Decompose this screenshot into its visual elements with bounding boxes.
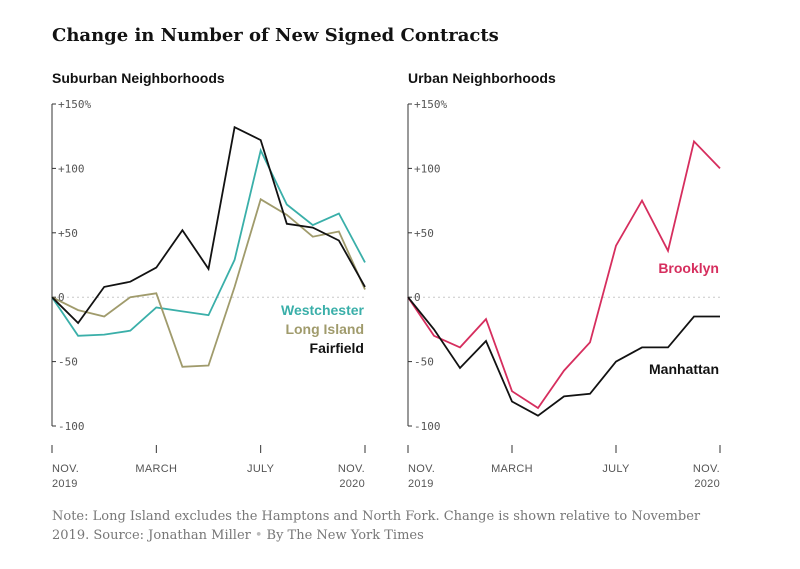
series-line-manhattan [407, 296, 720, 417]
x-tick-label: NOV. [408, 463, 435, 475]
series-label-long-island: Long Island [285, 321, 364, 337]
x-tick-label: MARCH [491, 463, 533, 475]
note-text: Note: Long Island excludes the Hamptons … [52, 509, 701, 543]
x-tick-sublabel: 2020 [339, 478, 365, 490]
y-tick-label: +100 [414, 162, 441, 175]
series-line-brooklyn [407, 139, 721, 410]
source-note: Note: Long Island excludes the Hamptons … [52, 507, 732, 545]
panel-title: Suburban Neighborhoods [52, 70, 225, 86]
x-tick-label: NOV. [52, 463, 79, 475]
y-tick-label: +50 [58, 227, 78, 240]
chart-area: Suburban Neighborhoods +150% +100 +50 0 -50 -1… [51, 70, 721, 490]
panel-suburban: Suburban Neighborhoods +150% +100 +50 0 -50 -1… [51, 70, 366, 490]
y-tick-label: -50 [58, 356, 78, 369]
series-label-westchester: Westchester [281, 302, 365, 318]
y-tick-label: +150% [58, 98, 91, 111]
series-label-manhattan: Manhattan [649, 361, 719, 377]
x-tick-label: MARCH [135, 463, 177, 475]
y-tick-label: 0 [414, 291, 421, 304]
x-tick-sublabel: 2020 [694, 478, 720, 490]
series-line-fairfield [51, 125, 366, 325]
panel-urban: Urban Neighborhoods +150% +100 +50 0 -50 -100 N… [407, 70, 721, 490]
y-tick-label: +50 [414, 227, 434, 240]
x-tick-label: NOV. [693, 463, 720, 475]
y-tick-label: +100 [58, 162, 85, 175]
series-label-fairfield: Fairfield [310, 340, 364, 356]
separator-dot: • [254, 528, 263, 543]
chart-title: Change in Number of New Signed Contracts [52, 25, 499, 46]
series-line-long-island [51, 197, 366, 368]
series-line-westchester [51, 147, 366, 337]
x-tick-label: JULY [247, 463, 275, 475]
x-tick-label: JULY [602, 463, 630, 475]
y-tick-label: +150% [414, 98, 447, 111]
y-tick-label: -50 [414, 356, 434, 369]
y-tick-label: -100 [414, 420, 441, 433]
x-tick-sublabel: 2019 [408, 478, 434, 490]
y-tick-label: 0 [58, 291, 65, 304]
credit-text: By The New York Times [266, 528, 424, 543]
y-tick-label: -100 [58, 420, 85, 433]
panel-title: Urban Neighborhoods [408, 70, 556, 86]
x-tick-label: NOV. [338, 463, 365, 475]
series-label-brooklyn: Brooklyn [658, 260, 719, 276]
x-tick-sublabel: 2019 [52, 478, 78, 490]
